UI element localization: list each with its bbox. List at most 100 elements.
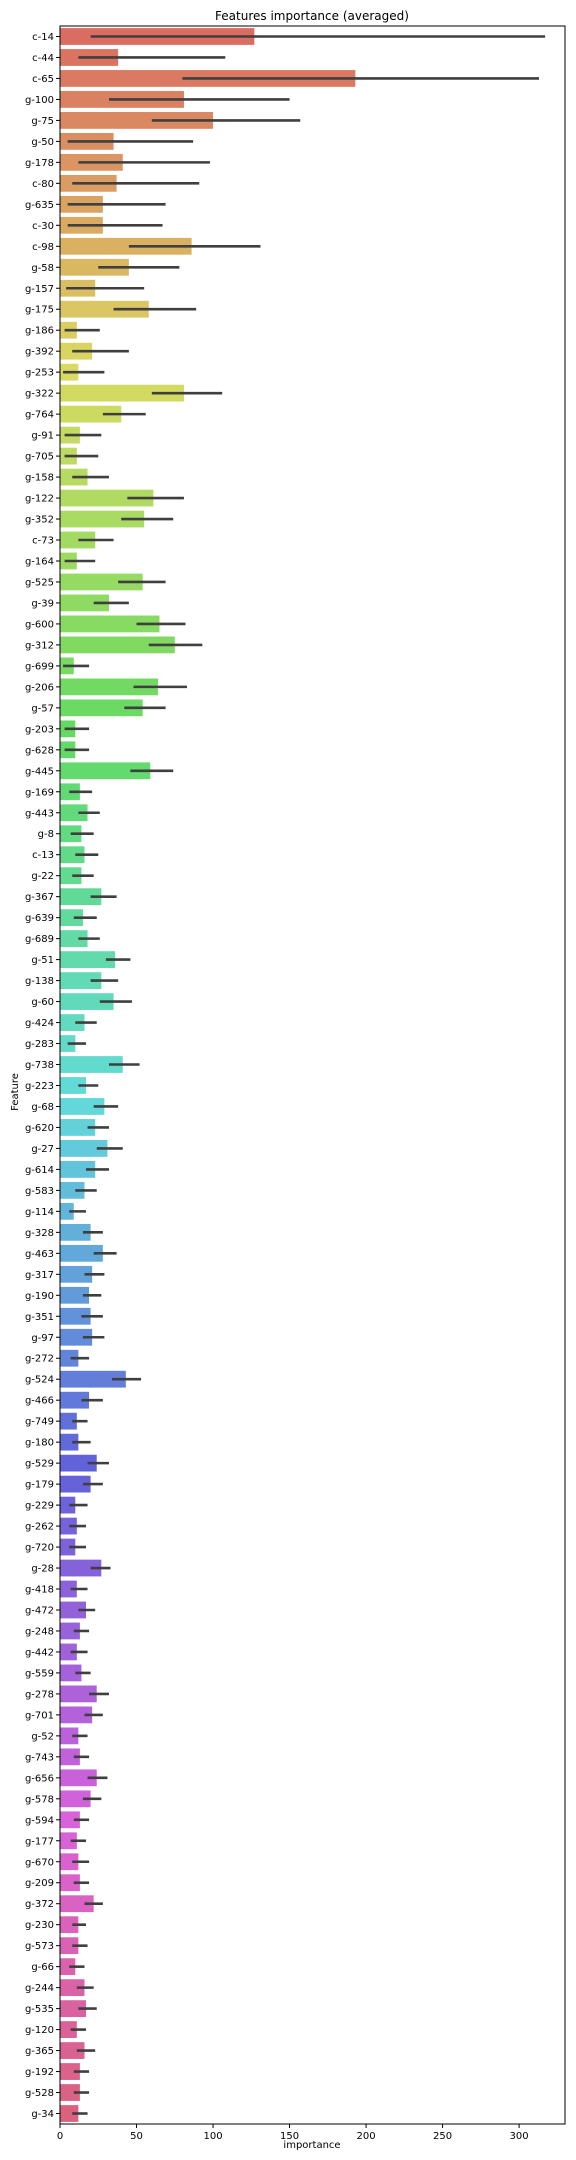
bar-g-223 <box>60 1077 87 1094</box>
y-tick-label: g-66 <box>31 1962 54 1973</box>
x-axis-ticks: 0 50 100 150 200 250 300 <box>57 2124 529 2142</box>
bar-g-209 <box>60 1874 80 1892</box>
y-tick-label: c-65 <box>32 74 54 85</box>
y-tick-label: g-50 <box>31 137 54 148</box>
bar-g-22 <box>60 867 82 885</box>
bar-g-466 <box>60 1391 90 1409</box>
y-tick-label: g-122 <box>25 494 54 505</box>
y-tick-label: g-528 <box>25 2088 54 2099</box>
bar-g-122 <box>60 489 154 507</box>
y-tick-label: g-583 <box>25 1186 54 1197</box>
bar-g-418 <box>60 1580 77 1598</box>
bars-layer <box>60 28 356 2122</box>
y-tick-label: g-443 <box>25 808 54 819</box>
y-tick-label: g-57 <box>31 703 54 714</box>
y-tick-label: g-529 <box>25 1459 54 1470</box>
y-tick-label: g-466 <box>25 1396 54 1407</box>
bar-g-529 <box>60 1454 97 1472</box>
y-tick-label: g-114 <box>25 1207 54 1218</box>
bar-g-578 <box>60 1790 91 1808</box>
bar-g-670 <box>60 1853 79 1871</box>
bar-g-278 <box>60 1685 97 1703</box>
y-tick-label: g-192 <box>25 2067 54 2078</box>
y-axis-label: Feature <box>10 1073 21 1111</box>
y-tick-label: g-283 <box>25 1039 54 1050</box>
bar-g-97 <box>60 1328 93 1346</box>
y-tick-label: g-614 <box>25 1165 54 1176</box>
bar-g-352 <box>60 510 145 528</box>
bar-g-120 <box>60 2021 77 2038</box>
bar-g-179 <box>60 1475 91 1493</box>
y-tick-label: g-600 <box>25 619 54 630</box>
bar-g-114 <box>60 1202 74 1220</box>
y-tick-label: g-138 <box>25 976 54 987</box>
bar-g-445 <box>60 762 151 780</box>
y-tick-label: g-524 <box>25 1375 54 1386</box>
y-tick-label: g-639 <box>25 913 54 924</box>
y-tick-label: g-764 <box>25 410 54 421</box>
y-tick-label: g-392 <box>25 347 54 358</box>
y-tick-label: g-262 <box>25 1522 54 1533</box>
y-tick-label: g-701 <box>25 1710 54 1721</box>
y-tick-label: g-157 <box>25 284 54 295</box>
y-tick-label: g-248 <box>25 1626 54 1637</box>
bar-g-764 <box>60 405 122 423</box>
bar-g-27 <box>60 1140 108 1157</box>
y-tick-label: g-179 <box>25 1480 54 1491</box>
bar-g-614 <box>60 1161 96 1178</box>
y-tick-label: g-365 <box>25 2046 54 2057</box>
y-tick-label: g-34 <box>31 2109 54 2120</box>
y-tick-label: g-169 <box>25 787 54 798</box>
y-tick-label: g-28 <box>31 1564 54 1575</box>
bar-g-463 <box>60 1244 103 1262</box>
bar-g-180 <box>60 1433 79 1451</box>
bar-g-230 <box>60 1916 79 1934</box>
bar-g-528 <box>60 2084 80 2101</box>
y-tick-label: g-52 <box>31 1731 54 1742</box>
bar-g-248 <box>60 1622 80 1640</box>
y-tick-label: g-463 <box>25 1249 54 1260</box>
y-tick-label: g-372 <box>25 1899 54 1910</box>
bar-g-720 <box>60 1538 76 1556</box>
y-tick-label: g-164 <box>25 556 54 567</box>
y-tick-label: g-525 <box>25 577 54 588</box>
y-tick-label: g-8 <box>38 829 54 840</box>
bar-g-472 <box>60 1601 87 1619</box>
bar-g-656 <box>60 1769 97 1787</box>
y-tick-label: g-278 <box>25 1689 54 1700</box>
y-tick-label: c-73 <box>32 536 54 547</box>
y-tick-label: c-13 <box>32 850 54 861</box>
error-bars-layer <box>63 35 546 2115</box>
bar-g-594 <box>60 1811 80 1829</box>
x-tick-label: 50 <box>130 2131 143 2142</box>
y-tick-label: g-39 <box>31 598 54 609</box>
bar-g-28 <box>60 1559 102 1577</box>
bar-g-743 <box>60 1748 80 1766</box>
y-tick-label: g-158 <box>25 473 54 484</box>
bar-c-73 <box>60 531 96 549</box>
y-tick-label: g-229 <box>25 1501 54 1512</box>
bar-g-738 <box>60 1056 123 1073</box>
y-tick-label: g-738 <box>25 1060 54 1071</box>
bar-g-583 <box>60 1181 85 1199</box>
y-tick-label: g-445 <box>25 766 54 777</box>
y-tick-label: g-573 <box>25 1941 54 1952</box>
y-tick-label: g-705 <box>25 452 54 463</box>
bar-g-600 <box>60 615 160 633</box>
y-tick-label: c-14 <box>32 32 54 43</box>
bar-g-244 <box>60 1979 85 1997</box>
bar-g-442 <box>60 1643 77 1661</box>
bar-g-701 <box>60 1706 93 1724</box>
y-tick-label: g-472 <box>25 1605 54 1616</box>
y-tick-label: g-720 <box>25 1543 54 1554</box>
bar-g-68 <box>60 1098 105 1115</box>
y-tick-label: g-578 <box>25 1794 54 1805</box>
y-tick-label: g-535 <box>25 2004 54 2015</box>
y-tick-label: g-97 <box>31 1333 54 1344</box>
bar-g-190 <box>60 1286 90 1304</box>
bar-g-229 <box>60 1496 76 1514</box>
y-tick-label: g-91 <box>31 431 54 442</box>
y-tick-label: g-209 <box>25 1878 54 1889</box>
y-tick-label: g-60 <box>31 997 54 1008</box>
